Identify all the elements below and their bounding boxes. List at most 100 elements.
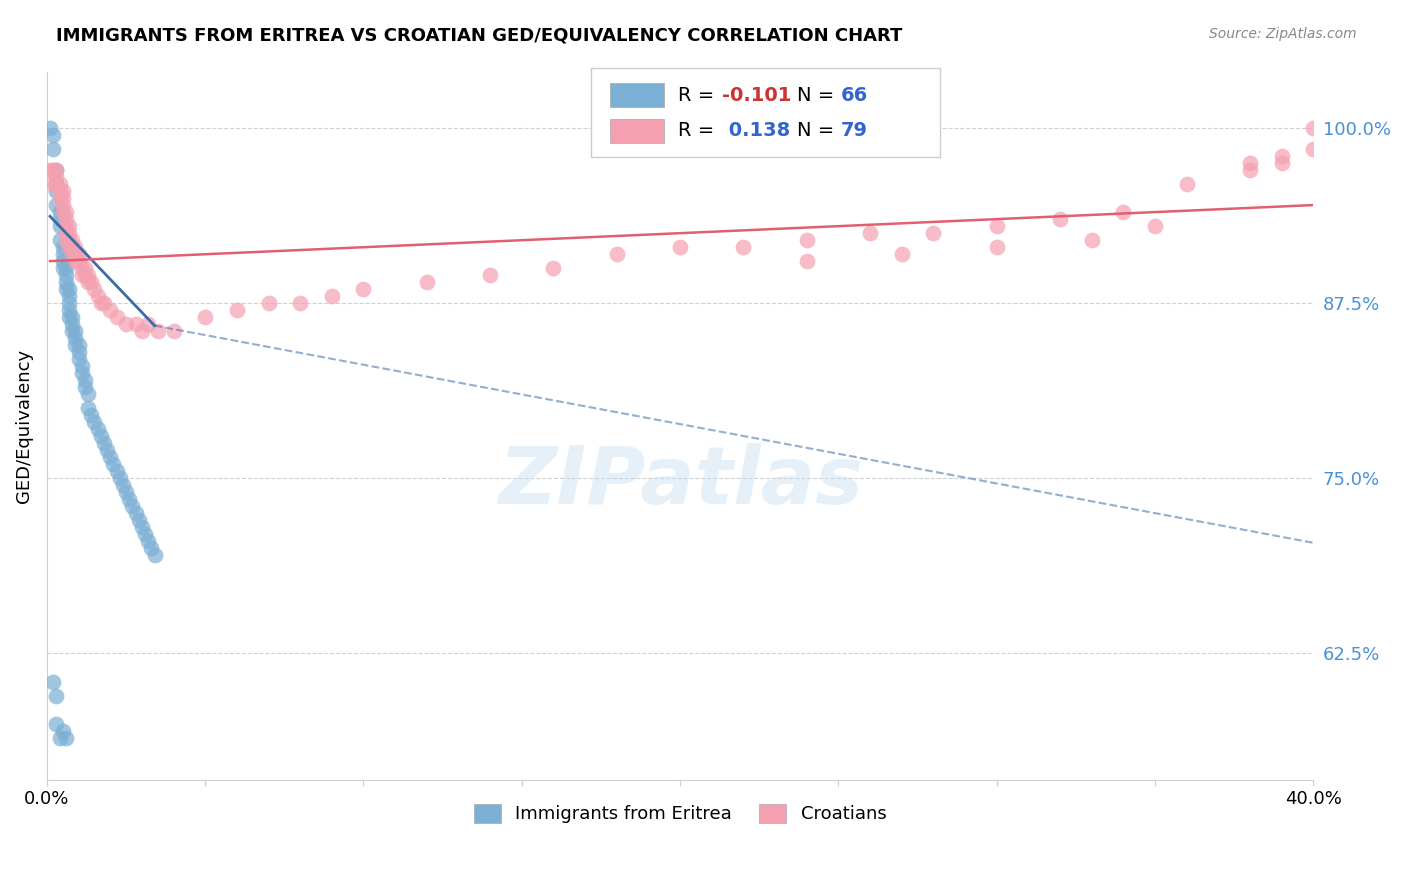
Point [58, 296, 80, 310]
Point [67, 345, 90, 359]
Point [52, 254, 75, 268]
Point [58, 303, 80, 318]
Point [52, 184, 75, 198]
Point [1239, 163, 1261, 178]
Point [73, 373, 96, 387]
Point [55, 226, 77, 240]
Point [606, 247, 628, 261]
Point [65, 338, 87, 352]
Text: Source: ZipAtlas.com: Source: ZipAtlas.com [1209, 27, 1357, 41]
Point [136, 317, 159, 331]
Point [1175, 177, 1198, 191]
Point [60, 324, 83, 338]
Point [859, 226, 882, 240]
Point [108, 471, 131, 485]
Point [73, 268, 96, 282]
Point [83, 415, 105, 429]
Point [124, 507, 146, 521]
Point [58, 219, 80, 233]
Point [128, 513, 150, 527]
Point [55, 261, 77, 276]
Point [65, 331, 87, 345]
Point [48, 731, 70, 745]
Point [121, 500, 143, 514]
Point [55, 275, 77, 289]
Text: ZIPatlas: ZIPatlas [498, 443, 863, 522]
Point [669, 240, 692, 254]
Point [58, 233, 80, 247]
Point [1049, 212, 1071, 227]
Point [105, 464, 128, 478]
Point [52, 205, 75, 219]
Point [58, 282, 80, 296]
Point [321, 289, 343, 303]
Point [124, 317, 146, 331]
Point [55, 212, 77, 227]
Point [45, 163, 67, 178]
Text: IMMIGRANTS FROM ERITREA VS CROATIAN GED/EQUIVALENCY CORRELATION CHART: IMMIGRANTS FROM ERITREA VS CROATIAN GED/… [56, 27, 903, 45]
Point [58, 240, 80, 254]
Point [65, 324, 87, 338]
Point [194, 310, 217, 325]
Point [98, 450, 121, 465]
Text: R =: R = [678, 86, 714, 104]
FancyBboxPatch shape [610, 83, 664, 107]
Point [257, 296, 280, 310]
Point [52, 247, 75, 261]
Point [60, 310, 83, 325]
Point [1143, 219, 1166, 233]
Point [111, 478, 134, 492]
Point [67, 352, 90, 367]
Point [45, 716, 67, 731]
Point [416, 275, 439, 289]
Point [70, 366, 93, 380]
Point [90, 429, 112, 443]
Point [45, 177, 67, 191]
Point [1302, 142, 1324, 156]
Point [543, 261, 565, 276]
Point [77, 401, 100, 416]
Point [162, 324, 184, 338]
Point [77, 268, 100, 282]
Point [55, 205, 77, 219]
Text: N =: N = [797, 121, 834, 140]
Point [86, 422, 108, 436]
Point [48, 184, 70, 198]
Point [136, 534, 159, 549]
Point [42, 142, 65, 156]
Text: 79: 79 [841, 121, 868, 140]
Point [39, 121, 62, 136]
Point [86, 289, 108, 303]
Point [55, 731, 77, 745]
Text: -0.101: -0.101 [721, 86, 792, 104]
Point [141, 541, 163, 556]
Point [98, 303, 121, 318]
Point [48, 233, 70, 247]
Text: 0.138: 0.138 [721, 121, 790, 140]
Point [1302, 121, 1324, 136]
Point [58, 310, 80, 325]
Point [45, 177, 67, 191]
Point [77, 275, 100, 289]
Point [96, 443, 118, 458]
Point [70, 359, 93, 374]
Point [42, 177, 65, 191]
Point [67, 254, 90, 268]
Point [73, 380, 96, 394]
FancyBboxPatch shape [610, 119, 664, 143]
Point [1080, 233, 1102, 247]
Point [1239, 156, 1261, 170]
Point [796, 254, 818, 268]
Point [115, 485, 138, 500]
Point [134, 527, 156, 541]
Point [67, 338, 90, 352]
Point [922, 226, 945, 240]
Point [796, 233, 818, 247]
Point [986, 240, 1008, 254]
Point [55, 268, 77, 282]
Point [42, 163, 65, 178]
Point [80, 409, 103, 423]
Point [60, 240, 83, 254]
Point [146, 324, 169, 338]
Point [93, 296, 115, 310]
